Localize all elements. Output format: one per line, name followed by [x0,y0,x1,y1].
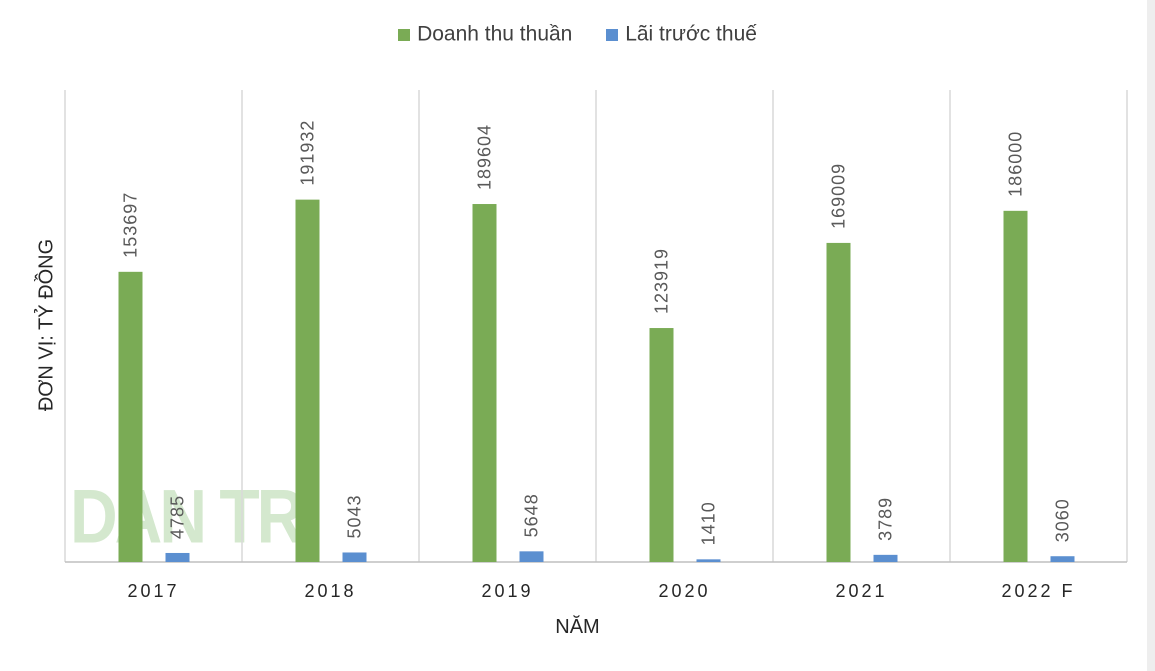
data-label-profit: 5648 [522,493,542,537]
legend-label-profit: Lãi trước thuế [625,22,757,46]
data-label-revenue: 169009 [829,163,849,229]
data-label-revenue: 191932 [298,120,318,186]
bar-profit [1050,556,1075,562]
bar-revenue [295,199,320,562]
bar-profit [519,551,544,562]
legend-label-revenue: Doanh thu thuần [417,22,573,46]
data-label-revenue: 123919 [652,248,672,314]
bar-revenue [118,271,143,562]
x-axis-label: NĂM [555,616,600,638]
x-tick-label: 2022 F [1001,581,1075,601]
bar-profit [873,554,898,562]
legend: Doanh thu thuần Lãi trước thuế [0,22,1155,47]
right-edge-strip [1147,0,1155,671]
data-label-profit: 5043 [345,494,365,538]
legend-swatch-revenue [398,28,411,41]
data-label-profit: 1410 [699,501,719,545]
bar-profit [696,559,721,562]
data-label-revenue: 189604 [475,124,495,190]
watermark-logo: DAN TRI [70,473,320,559]
bar-revenue [826,242,851,562]
legend-swatch-profit [606,28,619,41]
data-label-profit: 3789 [876,497,896,541]
bar-profit [342,552,367,562]
x-tick-label: 2018 [304,581,356,601]
legend-item-revenue: Doanh thu thuần [398,22,572,46]
x-tick-label: 2019 [481,581,533,601]
bar-revenue [649,328,674,562]
data-label-revenue: 186000 [1006,131,1026,197]
y-axis-label: ĐƠN VỊ: TỶ ĐỒNG [35,238,58,412]
legend-item-profit: Lãi trước thuế [606,22,757,46]
bar-revenue [1003,210,1028,562]
x-tick-label: 2020 [658,581,710,601]
data-label-revenue: 153697 [121,192,141,258]
bar-profit [165,552,190,562]
data-label-profit: 3060 [1053,498,1073,542]
data-label-profit: 4785 [168,495,188,539]
bar-revenue [472,204,497,562]
x-tick-label: 2021 [835,581,887,601]
x-tick-label: 2017 [127,581,179,601]
